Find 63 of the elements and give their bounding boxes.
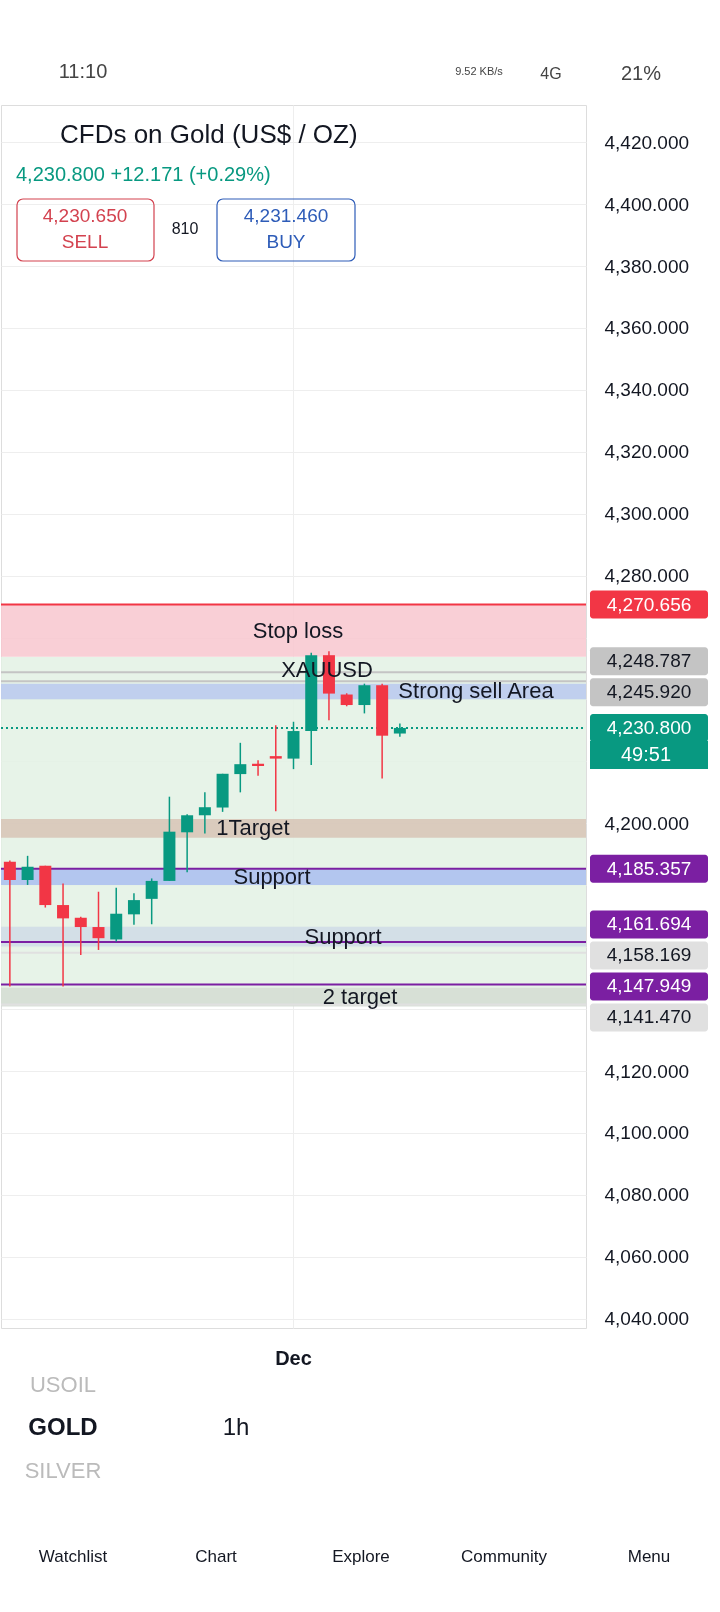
ref-line-label: 4,245.920 [606, 681, 692, 703]
annotation: 810 [171, 220, 199, 237]
y-tick-label: 4,280.000 [604, 565, 690, 587]
y-tick-label: 4,200.000 [604, 812, 690, 834]
x-tick-label: Dec [275, 1346, 312, 1369]
text: Chart [195, 1547, 238, 1566]
text: Menu [627, 1547, 671, 1566]
candlestick [21, 855, 34, 886]
y-tick-label: 4,340.000 [604, 379, 690, 401]
candlestick [198, 791, 211, 835]
text: USOIL [29, 1372, 97, 1397]
candlestick [252, 759, 265, 777]
y-tick-label: 4,380.000 [604, 255, 690, 277]
y-tick-label: 4,120.000 [604, 1060, 690, 1082]
text: Community [461, 1547, 548, 1566]
candlestick [127, 892, 140, 926]
candlestick [181, 813, 194, 873]
text: Explore [332, 1547, 390, 1566]
annotation: SELL [61, 231, 109, 252]
y-tick-label: 4,320.000 [604, 441, 690, 463]
text: CFDs on Gold (US$ / OZ) [60, 119, 358, 149]
y-tick-label: 4,080.000 [604, 1184, 690, 1206]
text: 11:10 [58, 60, 108, 82]
annotation: 4,231.460 [243, 205, 329, 226]
text: 4G [540, 65, 562, 82]
text: 9.52 KB/s [455, 65, 504, 77]
ref-line-label: 4,230.800 [606, 716, 692, 738]
text: 4,230.800 +12.171 (+0.29%) [16, 163, 271, 185]
text: 21% [620, 62, 662, 84]
y-tick-label: 4,100.000 [604, 1122, 690, 1144]
band-label: 2 target [322, 984, 398, 1010]
ref-line-label: 4,185.357 [606, 857, 692, 879]
candlestick [57, 882, 70, 988]
ref-line-label: 4,141.470 [606, 1006, 692, 1028]
text: Watchlist [38, 1547, 108, 1566]
y-tick-label: 4,400.000 [604, 193, 690, 215]
ref-line-label: 4,161.694 [606, 913, 692, 935]
ref-line-label: 4,248.787 [606, 650, 692, 672]
band-label: 1Target [216, 815, 290, 841]
candlestick [3, 859, 16, 988]
y-tick-label: 4,360.000 [604, 317, 690, 339]
y-tick-label: 4,300.000 [604, 503, 690, 525]
candlestick [269, 724, 282, 812]
text: 49:51 [620, 743, 672, 765]
y-tick-label: 4,060.000 [604, 1246, 690, 1268]
band-label: Strong sell Area [398, 678, 555, 704]
text: 1h [222, 1413, 250, 1440]
ref-line-label: 4,158.169 [606, 944, 692, 966]
ref-line-label: 4,270.656 [606, 593, 692, 615]
text: SILVER [24, 1458, 102, 1483]
candlestick [92, 891, 105, 951]
y-tick-label: 4,420.000 [604, 131, 690, 153]
text: GOLD [28, 1413, 98, 1440]
candlestick [358, 682, 371, 715]
annotation: 4,230.650 [42, 205, 128, 226]
band-label: Stop loss [252, 617, 344, 643]
candlestick [74, 916, 87, 956]
y-tick-label: 4,040.000 [604, 1308, 690, 1330]
ref-line-label: 4,147.949 [606, 975, 692, 997]
candlestick [145, 877, 158, 926]
annotation: BUY [266, 231, 306, 252]
candlestick [234, 742, 247, 794]
band-label: Support [233, 864, 311, 890]
